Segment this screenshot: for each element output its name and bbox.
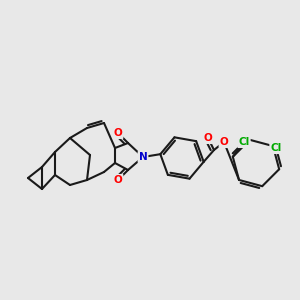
Text: O: O	[204, 133, 212, 143]
Text: O: O	[114, 128, 122, 138]
Text: O: O	[114, 175, 122, 185]
Text: N: N	[139, 152, 147, 162]
Text: O: O	[220, 137, 228, 147]
Text: Cl: Cl	[270, 143, 282, 153]
Text: Cl: Cl	[238, 137, 250, 147]
